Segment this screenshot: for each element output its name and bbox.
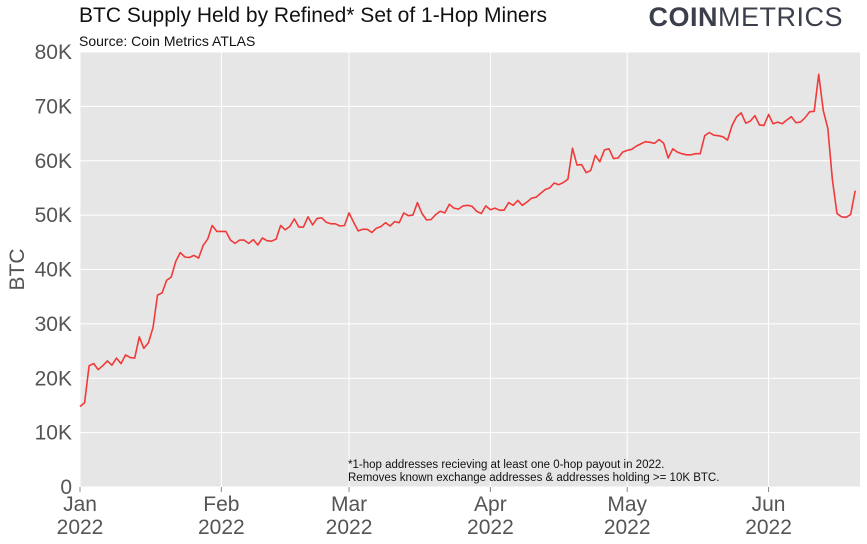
coinmetrics-logo: COINMETRICS bbox=[649, 2, 844, 33]
x-tick-month: Apr bbox=[474, 493, 507, 516]
grid-lines bbox=[79, 51, 860, 488]
x-tick-month: Mar bbox=[331, 493, 367, 516]
chart-title: BTC Supply Held by Refined* Set of 1-Hop… bbox=[79, 4, 548, 27]
y-axis-label: BTC bbox=[6, 249, 29, 291]
x-tick-year: 2022 bbox=[745, 516, 792, 539]
annotation-line: Removes known exchange addresses & addre… bbox=[348, 472, 719, 484]
series-line bbox=[79, 73, 856, 408]
y-tick-label: 40K bbox=[35, 259, 72, 282]
y-tick-label: 0 bbox=[60, 476, 72, 499]
x-tick-year: 2022 bbox=[326, 516, 373, 539]
y-tick-label: 20K bbox=[35, 367, 72, 390]
x-tick-month: May bbox=[607, 493, 647, 516]
annotation-line: *1-hop addresses recieving at least one … bbox=[348, 459, 664, 471]
x-tick-year: 2022 bbox=[57, 516, 104, 539]
y-axis-ticks: 0 10K 20K 30K 40K 50K 60K 70K 80K bbox=[35, 41, 72, 499]
y-tick-label: 80K bbox=[35, 41, 72, 64]
x-axis-ticks: Jan2022Feb2022Mar2022Apr2022May2022Jun20… bbox=[57, 487, 792, 539]
y-tick-label: 60K bbox=[35, 150, 72, 173]
annotation-note: *1-hop addresses recieving at least one … bbox=[348, 459, 719, 484]
y-tick-label: 30K bbox=[35, 313, 72, 336]
x-tick-month: Jan bbox=[63, 493, 97, 516]
x-tick-year: 2022 bbox=[467, 516, 514, 539]
y-tick-label: 70K bbox=[35, 95, 72, 118]
logo-light-text: METRICS bbox=[718, 2, 843, 32]
x-tick-month: Jun bbox=[752, 493, 786, 516]
logo-bold-text: COIN bbox=[648, 2, 718, 32]
x-tick-month: Feb bbox=[203, 493, 239, 516]
y-tick-label: 50K bbox=[35, 204, 72, 227]
series-group bbox=[79, 73, 856, 408]
x-tick-year: 2022 bbox=[198, 516, 245, 539]
chart-subtitle: Source: Coin Metrics ATLAS bbox=[79, 33, 256, 49]
x-tick-year: 2022 bbox=[604, 516, 651, 539]
y-tick-label: 10K bbox=[35, 422, 72, 445]
